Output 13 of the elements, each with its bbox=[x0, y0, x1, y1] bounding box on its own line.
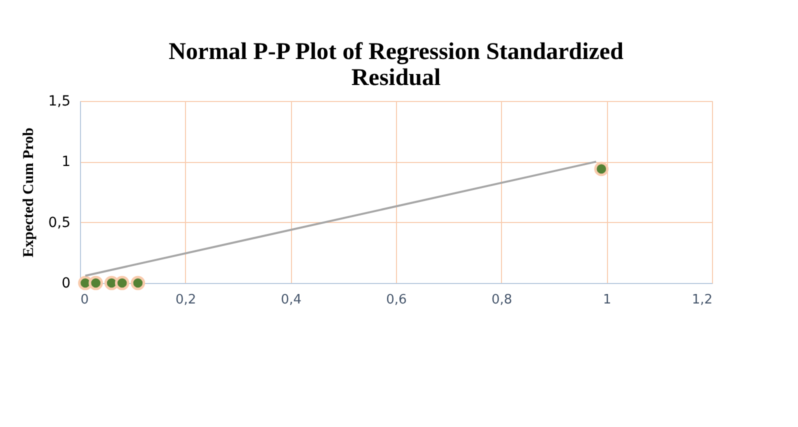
y-axis-title: Expected Cum Prob bbox=[21, 128, 38, 258]
x-tick-label: 0,4 bbox=[280, 292, 302, 308]
x-tick-label: 0,6 bbox=[386, 292, 407, 308]
x-tick-label: 0,2 bbox=[175, 292, 196, 308]
y-tick-label: 1 bbox=[62, 154, 70, 170]
chart-title: Normal P-P Plot of Regression Standardized Residual bbox=[168, 39, 624, 91]
x-tick-label: 1,2 bbox=[692, 292, 712, 308]
x-tick-label: 0,8 bbox=[491, 292, 512, 308]
y-tick-label: 1,5 bbox=[48, 94, 70, 110]
x-tick-label: 1 bbox=[603, 292, 612, 308]
y-tick-label: 0,5 bbox=[48, 214, 70, 231]
x-tick-label: 0 bbox=[80, 292, 89, 308]
y-tick-label: 0 bbox=[62, 276, 70, 292]
